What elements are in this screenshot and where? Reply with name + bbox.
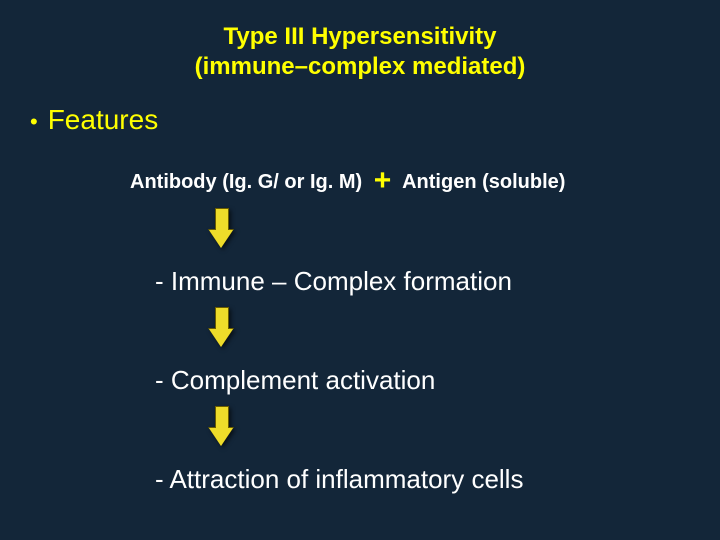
plus-sign: +: [368, 164, 398, 197]
down-arrow-icon: [210, 208, 232, 248]
title-line-2: (immune–complex mediated): [0, 52, 720, 82]
step-2: - Complement activation: [0, 365, 720, 396]
antibody-text: Antibody (Ig. G/ or Ig. M): [130, 171, 362, 193]
features-heading: • Features: [0, 104, 720, 136]
antibody-antigen-line: Antibody (Ig. G/ or Ig. M) + Antigen (so…: [0, 164, 720, 198]
features-bullet: •: [30, 109, 38, 135]
antigen-text: Antigen (soluble): [402, 171, 565, 193]
slide-title: Type III Hypersensitivity (immune–comple…: [0, 0, 720, 82]
features-text: Features: [48, 104, 159, 135]
title-line-1: Type III Hypersensitivity: [0, 22, 720, 52]
down-arrow-icon: [210, 307, 232, 347]
arrow-3-wrap: [0, 406, 720, 452]
slide: Type III Hypersensitivity (immune–comple…: [0, 0, 720, 540]
arrow-2-wrap: [0, 307, 720, 353]
step-1: - Immune – Complex formation: [0, 266, 720, 297]
step-3: - Attraction of inflammatory cells: [0, 464, 720, 495]
down-arrow-icon: [210, 406, 232, 446]
arrow-1-wrap: [0, 208, 720, 254]
